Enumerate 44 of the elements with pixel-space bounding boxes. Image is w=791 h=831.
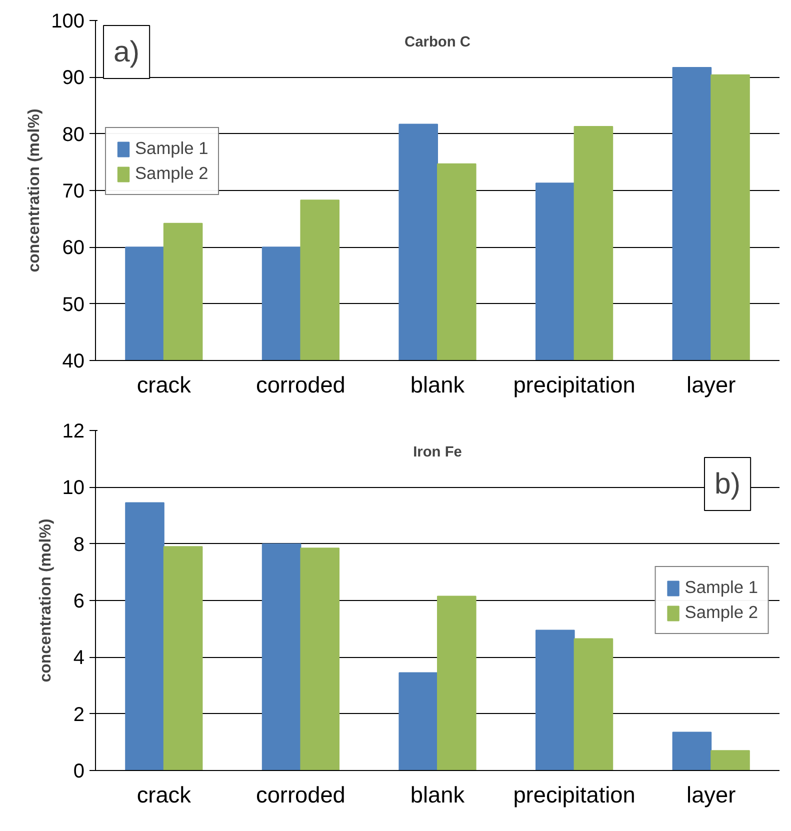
y-tick-label: 8: [73, 534, 84, 556]
text: Carbon C: [404, 34, 471, 50]
y-tick-label: 70: [62, 180, 85, 202]
x-tick-label: blank: [410, 782, 466, 808]
y-tick-label: 80: [62, 124, 85, 146]
bar: [300, 548, 340, 770]
bar: [163, 546, 203, 770]
legend-label: Sample 1: [684, 577, 758, 598]
y-tick-label: 2: [73, 704, 84, 726]
x-tick-label: crack: [136, 782, 192, 808]
y-tick-label: 90: [62, 67, 85, 90]
text: Iron Fe: [413, 444, 462, 460]
x-tick-label: crack: [136, 372, 192, 398]
legend-label: Sample 1: [135, 138, 208, 159]
bar: [535, 630, 575, 770]
x-tick-label: layer: [686, 782, 736, 808]
x-tick-label: corroded: [256, 372, 346, 398]
bar: [125, 502, 164, 770]
y-axis-title: concentration (mol%): [26, 108, 44, 272]
y-tick-label: 10: [62, 477, 85, 500]
y-tick-label: 50: [62, 294, 85, 316]
y-tick-label: 100: [51, 10, 85, 32]
x-tick-label: precipitation: [513, 372, 636, 398]
bar: [672, 732, 712, 770]
y-tick-label: 40: [62, 350, 85, 372]
bar: [574, 638, 614, 770]
x-tick-label: layer: [686, 372, 736, 398]
y-tick-label: 4: [73, 647, 84, 670]
bar: [262, 543, 302, 770]
y-axis-title: concentration (mol%): [37, 518, 54, 682]
y-tick-label: 12: [62, 420, 85, 442]
y-tick-label: 0: [73, 760, 84, 782]
x-tick-label: blank: [410, 372, 466, 398]
annotation: a): [114, 36, 140, 68]
legend-label: Sample 2: [135, 163, 208, 184]
x-tick-label: precipitation: [513, 782, 636, 808]
annotation: b): [714, 468, 741, 500]
bar: [398, 672, 438, 770]
x-tick-label: corroded: [256, 782, 346, 808]
bar: [710, 750, 750, 770]
y-tick-label: 6: [73, 590, 84, 612]
bar: [437, 596, 476, 770]
legend-label: Sample 2: [684, 602, 758, 623]
y-tick-label: 60: [62, 237, 85, 260]
